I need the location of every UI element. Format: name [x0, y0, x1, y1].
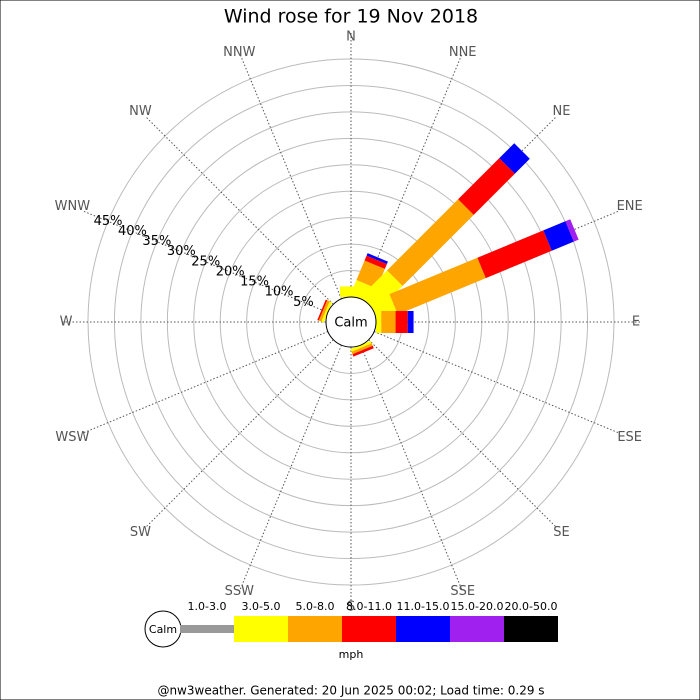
spoke	[239, 344, 342, 592]
grid-ring	[193, 164, 509, 480]
legend-label: 15.0-20.0	[451, 600, 504, 613]
bar-segment	[318, 300, 330, 322]
bar-segment	[543, 221, 574, 251]
legend-calm-label: Calm	[149, 623, 177, 636]
direction-label: W	[60, 315, 73, 330]
direction-label: NNW	[223, 45, 255, 60]
direction-bar	[350, 340, 374, 357]
bar-segment	[389, 257, 486, 315]
direction-bar	[360, 143, 530, 313]
bar-segment	[364, 255, 387, 269]
direction-label: SW	[130, 525, 151, 540]
radial-tick-label: 45%	[94, 214, 123, 229]
direction-label: WSW	[55, 430, 89, 445]
bar-segment	[366, 253, 388, 265]
legend-swatch	[234, 616, 288, 642]
direction-label: NW	[129, 104, 152, 119]
legend-swatch	[504, 616, 558, 642]
radial-tick-label: 35%	[142, 234, 171, 249]
spoke	[144, 115, 334, 305]
radial-tick-label: 10%	[265, 285, 294, 300]
direction-label: N	[346, 30, 356, 45]
spoke	[81, 210, 329, 313]
legend-label: 8.0-11.0	[346, 600, 392, 613]
radial-tick-label: 30%	[167, 244, 196, 259]
bar-segment	[395, 311, 408, 333]
direction-bar	[375, 311, 414, 333]
bar-segment	[565, 219, 579, 242]
radial-tick-label: 25%	[191, 254, 220, 269]
spoke	[360, 344, 463, 592]
direction-label: ENE	[617, 199, 643, 214]
bar-segment	[387, 199, 474, 286]
spoke	[360, 52, 463, 300]
direction-label: SSE	[450, 584, 475, 599]
direction-label: SE	[553, 525, 569, 540]
bar-segment	[350, 340, 372, 352]
legend-swatch	[450, 616, 504, 642]
direction-label: NNE	[449, 45, 477, 60]
bar-segment	[458, 158, 515, 215]
grid-ring	[113, 84, 589, 560]
radial-tick-label: 15%	[240, 275, 269, 290]
legend-swatch	[180, 625, 234, 633]
direction-label: E	[632, 315, 640, 330]
radial-tick-label: 20%	[216, 264, 245, 279]
direction-label: SSW	[225, 584, 255, 599]
legend-label: 20.0-50.0	[505, 600, 558, 613]
direction-label: ESE	[617, 430, 642, 445]
bar-segment	[352, 345, 374, 357]
direction-bar	[317, 299, 333, 323]
direction-label: S	[347, 600, 355, 615]
spoke	[368, 339, 558, 529]
direction-label: WNW	[55, 199, 91, 214]
legend-unit: mph	[339, 648, 364, 661]
bar-segment	[499, 143, 530, 174]
legend-label: 11.0-15.0	[397, 600, 450, 613]
legend-label: 1.0-3.0	[188, 600, 227, 613]
bar-segment	[351, 343, 373, 355]
bar-segment	[321, 301, 333, 323]
radial-tick-label: 40%	[118, 224, 147, 239]
radial-tick-label: 5%	[293, 295, 314, 310]
legend-label: 3.0-5.0	[242, 600, 281, 613]
footer: @nw3weather. Generated: 20 Jun 2025 00:0…	[157, 684, 544, 698]
spoke	[373, 331, 621, 434]
legend-swatch	[288, 616, 342, 642]
bar-segment	[477, 230, 552, 279]
direction-bar	[369, 219, 579, 323]
legend-swatch	[342, 616, 396, 642]
chart-title: Wind rose for 19 Nov 2018	[224, 6, 478, 28]
grid-ring	[246, 217, 456, 427]
legend-label: 5.0-8.0	[296, 600, 335, 613]
direction-bar	[340, 286, 362, 297]
spoke	[144, 339, 334, 529]
bar-segment	[360, 270, 403, 313]
calm-circle	[325, 296, 377, 348]
bar-segment	[381, 311, 396, 333]
bar-segment	[317, 299, 328, 321]
bar-segment	[340, 286, 362, 297]
direction-label: NE	[553, 104, 571, 119]
bar-segment	[375, 311, 382, 333]
spoke	[81, 331, 329, 434]
grid-ring	[140, 111, 562, 533]
bar-segment	[407, 311, 414, 333]
legend-swatch	[396, 616, 450, 642]
spoke	[239, 52, 342, 300]
calm-label: Calm	[334, 316, 367, 331]
